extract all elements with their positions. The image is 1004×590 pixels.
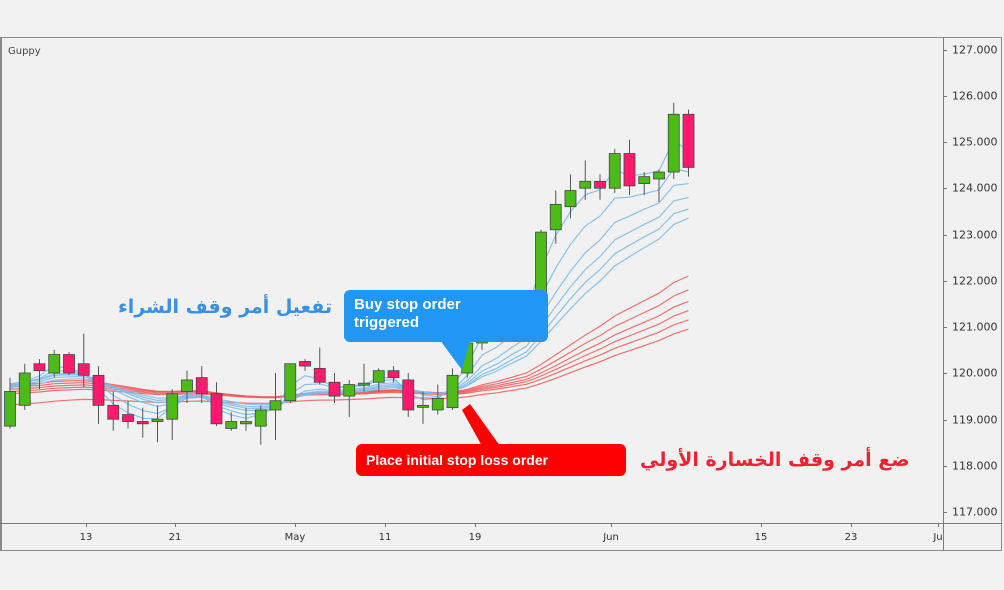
candle[interactable] <box>431 384 444 415</box>
time-tick <box>295 523 296 527</box>
candle[interactable] <box>299 359 311 371</box>
candle[interactable] <box>608 148 621 193</box>
candle[interactable] <box>122 400 134 429</box>
candle[interactable] <box>92 366 105 424</box>
price-tick <box>943 512 947 513</box>
time-tick <box>611 523 612 527</box>
candle[interactable] <box>254 405 267 445</box>
price-label: 117.000 <box>952 505 998 519</box>
price-label: 126.000 <box>952 89 998 103</box>
candle[interactable] <box>4 377 16 429</box>
candle[interactable] <box>653 169 665 203</box>
price-tick <box>943 50 947 51</box>
candle[interactable] <box>107 391 120 431</box>
price-label: 127.000 <box>952 43 998 57</box>
price-tick <box>943 188 947 189</box>
price-tick <box>943 420 947 421</box>
candle[interactable] <box>638 172 651 196</box>
buy-callout-pointer <box>440 340 470 370</box>
price-label: 124.000 <box>952 181 998 195</box>
price-label: 123.000 <box>952 228 998 242</box>
candles <box>4 102 695 445</box>
price-tick <box>943 327 947 328</box>
candle[interactable] <box>358 363 370 392</box>
time-label: 23 <box>844 532 858 543</box>
time-tick <box>938 523 939 527</box>
chart-title: Guppy <box>8 46 41 57</box>
price-label: 120.000 <box>952 366 998 380</box>
candle[interactable] <box>417 391 429 424</box>
time-tick <box>851 523 852 527</box>
stop-loss-callout: Place initial stop loss order <box>356 444 626 476</box>
candle[interactable] <box>387 366 400 383</box>
price-tick <box>943 466 947 467</box>
candle[interactable] <box>284 363 297 404</box>
candle[interactable] <box>181 370 193 404</box>
buy-callout-line1: Buy stop order <box>354 296 461 313</box>
candle[interactable] <box>623 139 636 196</box>
time-axis-divider <box>0 523 1002 524</box>
time-tick <box>86 523 87 527</box>
candle[interactable] <box>136 407 149 438</box>
time-label: Ju <box>933 532 943 543</box>
arabic-stop-label: ضع أمر وقف الخسارة الأولي <box>640 449 910 471</box>
candle[interactable] <box>594 174 606 200</box>
candle[interactable] <box>225 412 238 431</box>
candle[interactable] <box>151 405 164 443</box>
time-label: 15 <box>754 532 768 543</box>
time-label: Jun <box>603 532 619 543</box>
candle[interactable] <box>313 347 326 385</box>
candle[interactable] <box>446 368 459 410</box>
candle[interactable] <box>195 366 208 404</box>
candle[interactable] <box>77 333 90 387</box>
stop-callout-pointer <box>462 404 500 446</box>
candle[interactable] <box>402 373 415 417</box>
price-tick <box>943 235 947 236</box>
price-axis-divider <box>943 37 944 551</box>
time-tick <box>175 523 176 527</box>
candle[interactable] <box>667 102 680 179</box>
candle[interactable] <box>33 359 46 390</box>
price-label: 122.000 <box>952 274 998 288</box>
candle[interactable] <box>63 352 75 376</box>
price-tick <box>943 142 947 143</box>
time-tick <box>475 523 476 527</box>
candle[interactable] <box>343 379 356 417</box>
time-tick <box>761 523 762 527</box>
price-tick <box>943 96 947 97</box>
candle[interactable] <box>372 368 385 392</box>
candle[interactable] <box>579 160 592 200</box>
price-tick <box>943 281 947 282</box>
price-label: 121.000 <box>952 320 998 334</box>
time-label: 13 <box>79 532 93 543</box>
time-label: 19 <box>468 532 482 543</box>
price-label: 125.000 <box>952 135 998 149</box>
candle[interactable] <box>549 190 562 244</box>
buy-stop-callout: Buy stop order triggered <box>344 290 548 342</box>
arabic-buy-label: تفعيل أمر وقف الشراء <box>118 296 333 318</box>
callout-pointers <box>440 340 500 446</box>
price-tick <box>943 373 947 374</box>
buy-callout-line2: triggered <box>354 314 420 331</box>
price-label: 118.000 <box>952 459 998 473</box>
time-label: 21 <box>168 532 182 543</box>
candle[interactable] <box>269 373 282 440</box>
time-tick <box>385 523 386 527</box>
price-label: 119.000 <box>952 413 998 427</box>
candle[interactable] <box>682 109 695 177</box>
candle[interactable] <box>564 174 577 219</box>
candle[interactable] <box>166 389 179 440</box>
candle[interactable] <box>240 407 252 431</box>
time-label: 11 <box>378 532 392 543</box>
time-label: May <box>284 532 306 543</box>
candle[interactable] <box>210 382 223 427</box>
candle[interactable] <box>18 363 31 410</box>
candle[interactable] <box>328 373 341 404</box>
candle[interactable] <box>48 349 61 378</box>
